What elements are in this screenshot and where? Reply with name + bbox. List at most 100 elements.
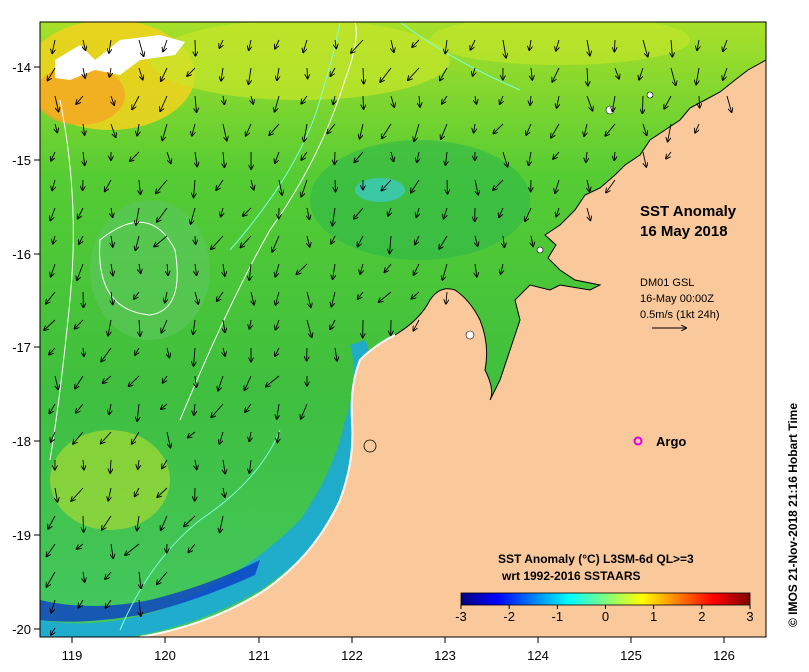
- current-vector-arrow-icon: [696, 67, 699, 85]
- current-vector-arrow-icon: [110, 67, 112, 77]
- current-vector-arrow-icon: [139, 599, 141, 616]
- current-vector-arrow-icon: [163, 375, 168, 383]
- current-vector-arrow-icon: [529, 39, 531, 50]
- current-vector-arrow-icon: [726, 95, 732, 112]
- current-vector-arrow-icon: [139, 179, 140, 194]
- x-tick-label: 124: [527, 648, 549, 663]
- current-vector-arrow-icon: [77, 543, 84, 549]
- colorbar-tick-label: -2: [503, 609, 515, 624]
- current-vector-arrow-icon: [666, 151, 672, 159]
- coastline-halo: [139, 334, 396, 637]
- current-vector-arrow-icon: [138, 39, 144, 56]
- current-vector-arrow-icon: [304, 123, 308, 141]
- current-vector-arrow-icon: [493, 179, 504, 190]
- current-vector-arrow-icon: [474, 123, 475, 133]
- current-vector-arrow-icon: [249, 39, 251, 50]
- current-vector-arrow-icon: [276, 291, 280, 305]
- current-vector-arrow-icon: [417, 151, 419, 162]
- current-vector-arrow-icon: [55, 487, 58, 502]
- current-vector-arrow-icon: [251, 179, 254, 190]
- current-vector-arrow-icon: [587, 67, 588, 86]
- current-vector-arrow-icon: [139, 263, 141, 273]
- bathymetry-contour: [179, 22, 357, 421]
- current-vector-arrow-icon: [55, 123, 57, 132]
- current-vector-arrow-icon: [391, 39, 394, 52]
- y-tick-label: -17: [12, 340, 31, 355]
- current-vector-arrow-icon: [51, 151, 56, 161]
- current-vector-arrow-icon: [83, 39, 85, 50]
- current-vector-arrow-icon: [83, 151, 85, 165]
- current-legend-line2: 16-May 00:00Z: [640, 293, 714, 305]
- current-vector-arrow-icon: [307, 235, 310, 247]
- current-vector-arrow-icon: [51, 627, 55, 635]
- current-vector-arrow-icon: [307, 207, 309, 219]
- current-vector-arrow-icon: [439, 235, 448, 249]
- current-vector-arrow-icon: [642, 95, 643, 113]
- current-vector-arrow-icon: [135, 347, 139, 355]
- current-vector-arrow-icon: [531, 235, 533, 246]
- current-vector-arrow-icon: [531, 67, 532, 80]
- current-vector-arrow-icon: [695, 123, 700, 133]
- current-vector-arrow-icon: [586, 151, 587, 162]
- current-vector-arrow-icon: [129, 375, 140, 386]
- current-vector-arrow-icon: [44, 319, 56, 330]
- current-vector-arrow-icon: [266, 375, 280, 387]
- imos-credit: © IMOS 21-Nov-2018 21:16 Hobart Time: [786, 403, 800, 627]
- current-vector-arrow-icon: [222, 123, 227, 141]
- current-vector-arrow-icon: [195, 95, 197, 112]
- current-vector-arrow-icon: [83, 67, 85, 78]
- colorbar: [460, 592, 751, 606]
- current-vector-arrow-icon: [134, 291, 140, 299]
- current-vector-arrow-icon: [137, 515, 139, 530]
- current-vector-arrow-icon: [191, 207, 196, 224]
- current-vector-arrow-icon: [109, 403, 111, 414]
- current-vector-arrow-icon: [223, 347, 225, 356]
- current-vector-arrow-icon: [327, 123, 336, 133]
- current-vector-arrow-icon: [358, 291, 364, 299]
- current-vector-arrow-icon: [166, 151, 171, 163]
- current-vector-arrow-icon: [379, 291, 392, 302]
- current-vector-arrow-icon: [500, 95, 503, 104]
- current-vector-arrow-icon: [552, 67, 560, 82]
- current-vector-arrow-icon: [642, 151, 646, 167]
- colorbar-tick-label: 0: [602, 609, 609, 624]
- current-vector-arrow-icon: [101, 347, 112, 362]
- current-vector-arrow-icon: [211, 403, 224, 417]
- warm-anomaly-patch: [150, 22, 450, 100]
- current-vector-arrow-icon: [475, 263, 477, 277]
- current-vector-arrow-icon: [73, 431, 84, 444]
- island: [536, 246, 544, 254]
- current-vector-arrow-icon: [46, 571, 56, 587]
- current-vector-arrow-icon: [499, 207, 504, 217]
- current-vector-arrow-icon: [470, 39, 476, 50]
- x-tick-label: 120: [154, 648, 176, 663]
- current-vector-arrow-icon: [502, 39, 506, 58]
- x-tick-label: 125: [620, 648, 642, 663]
- current-vector-arrow-icon: [157, 571, 168, 584]
- current-vector-arrow-icon: [587, 39, 590, 56]
- bathymetry-contour: [119, 429, 281, 631]
- current-vector-arrow-icon: [306, 291, 311, 307]
- current-vector-arrow-icon: [586, 207, 590, 220]
- current-vector-arrow-icon: [440, 67, 448, 81]
- bathymetry-contour: [99, 221, 178, 316]
- current-vector-arrow-icon: [525, 207, 532, 221]
- current-vector-arrow-icon: [216, 179, 224, 190]
- current-vector-arrow-icon: [48, 67, 56, 81]
- current-vector-arrow-icon: [132, 431, 140, 444]
- current-vector-arrow-icon: [71, 487, 84, 501]
- x-tick-label: 121: [248, 648, 270, 663]
- current-vector-arrow-icon: [241, 235, 252, 247]
- current-vector-arrow-icon: [723, 67, 728, 80]
- current-vector-arrow-icon: [161, 515, 168, 530]
- current-vector-arrow-icon: [165, 291, 167, 303]
- current-vector-arrow-icon: [137, 403, 139, 421]
- current-vector-arrow-icon: [154, 235, 168, 247]
- current-vector-arrow-icon: [46, 291, 56, 304]
- current-vector-arrow-icon: [162, 459, 168, 468]
- current-vector-arrow-icon: [587, 179, 590, 192]
- y-tick-label: -14: [12, 60, 31, 75]
- current-vector-arrow-icon: [83, 515, 84, 532]
- current-vector-arrow-icon: [251, 95, 253, 104]
- current-vector-arrow-icon: [419, 95, 420, 107]
